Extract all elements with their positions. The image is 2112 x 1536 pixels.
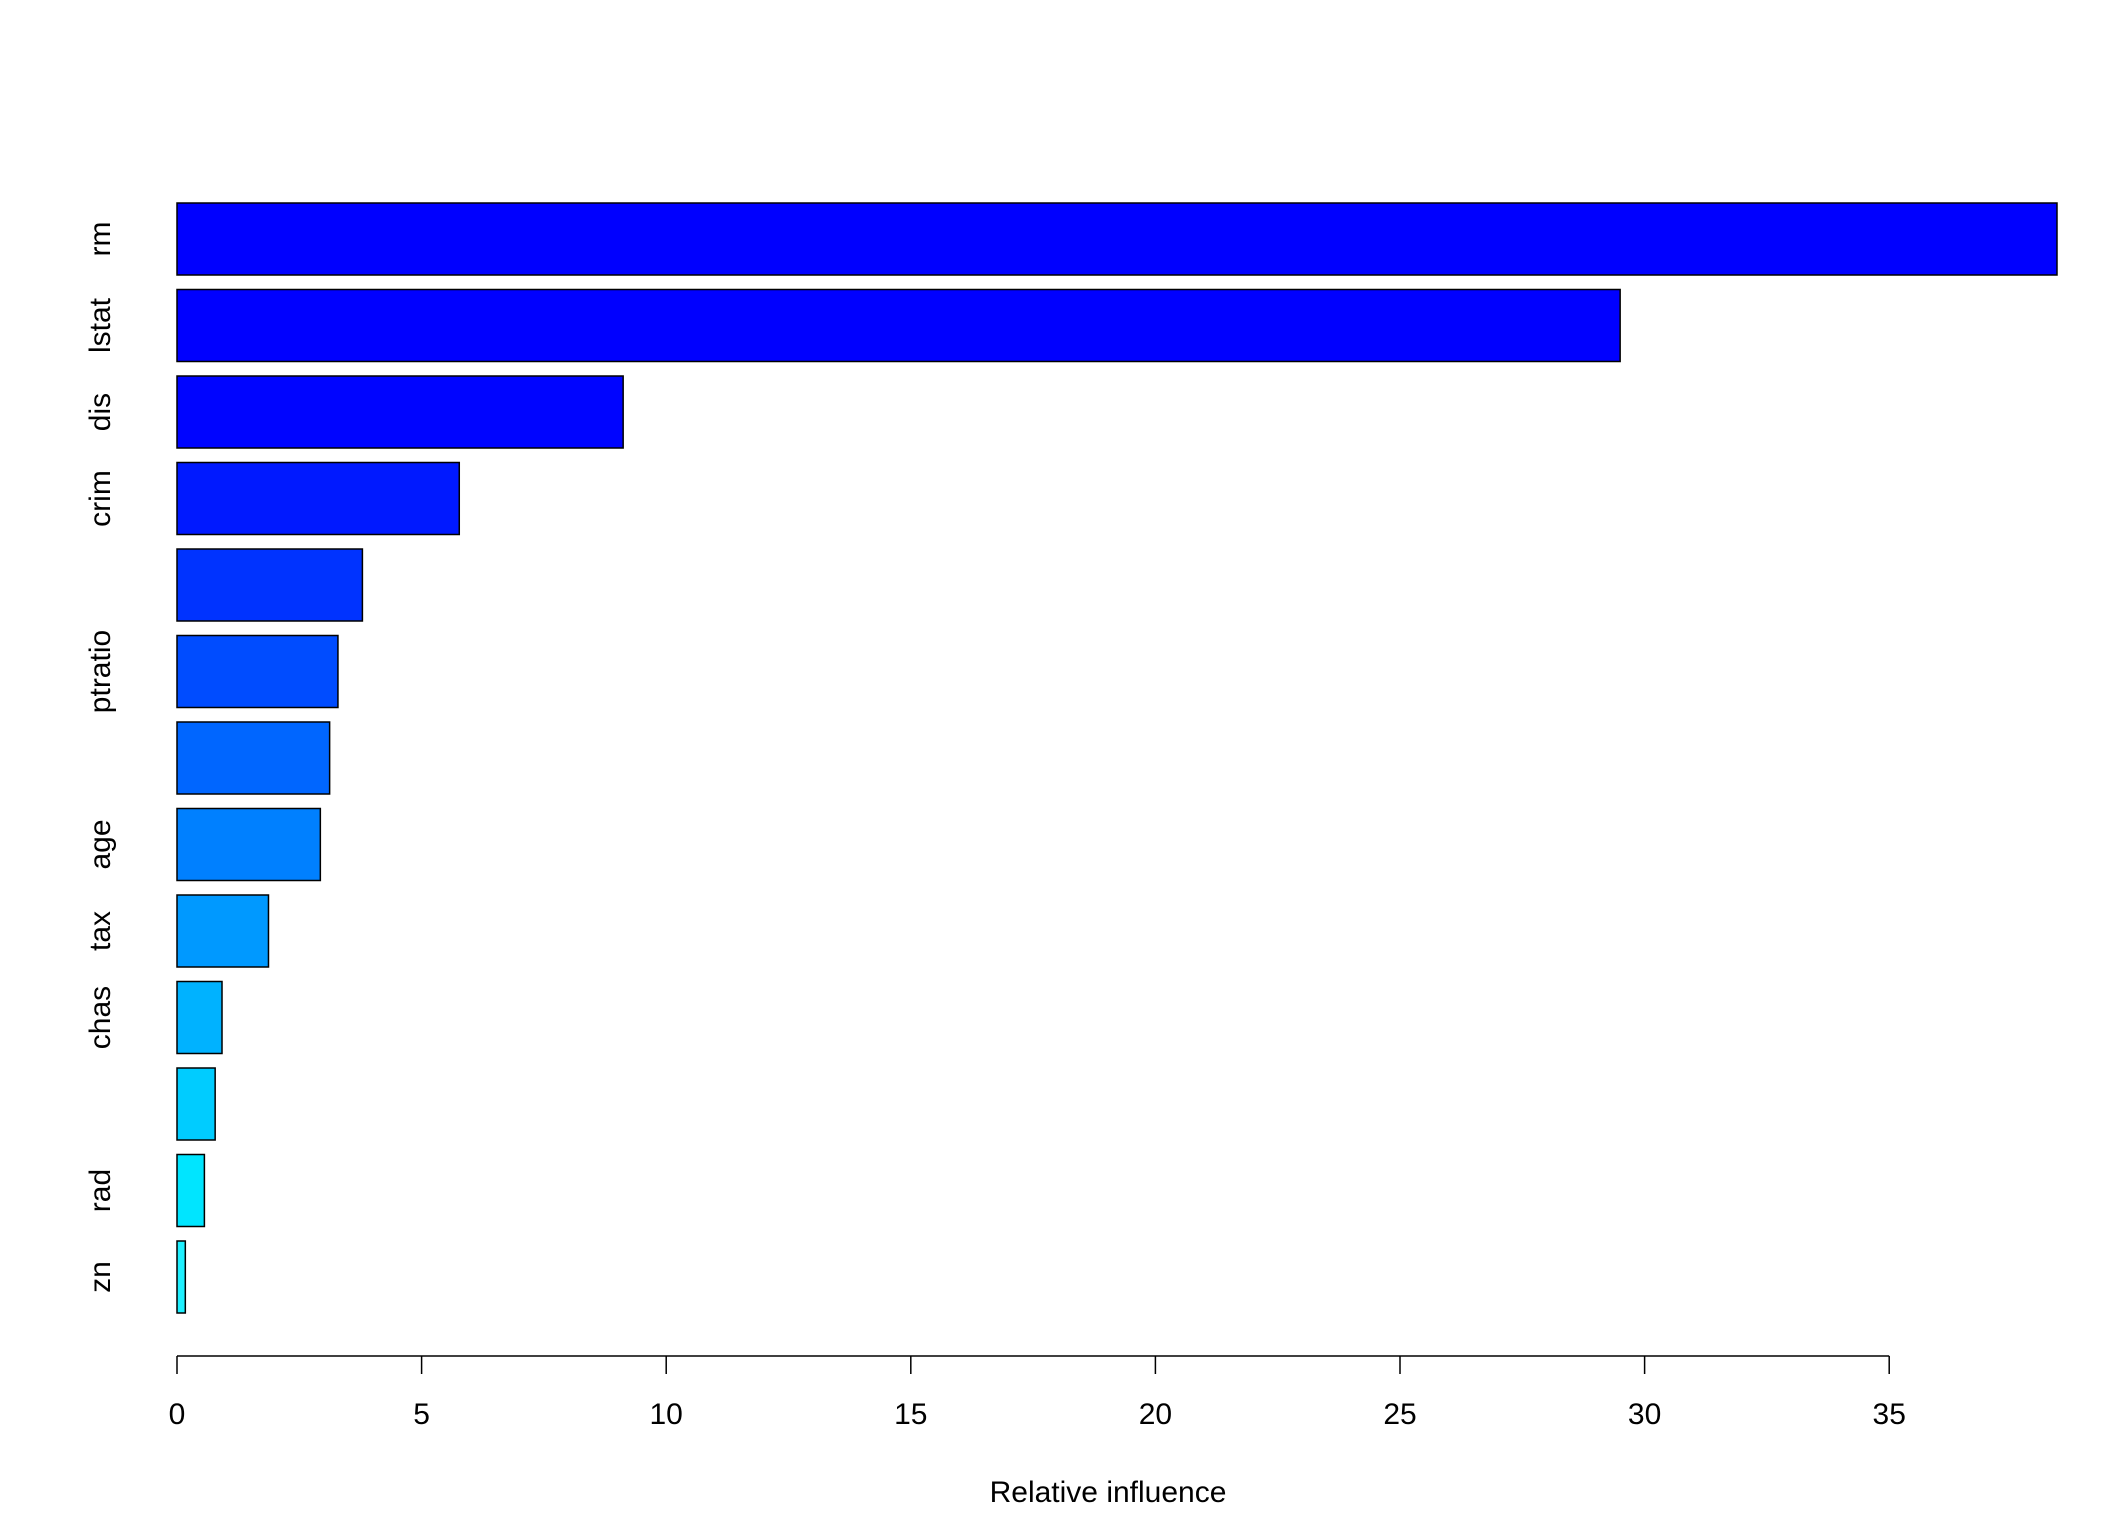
x-tick-label: 20 xyxy=(1139,1398,1172,1431)
bar xyxy=(176,807,322,882)
bar xyxy=(176,1153,206,1228)
bar xyxy=(176,548,364,622)
bar xyxy=(176,1067,216,1141)
y-tick-label: chas xyxy=(84,986,117,1049)
x-tick-label: 10 xyxy=(650,1398,683,1431)
y-tick-label: zn xyxy=(84,1261,117,1293)
y-tick-label: age xyxy=(84,819,117,869)
bar xyxy=(176,461,461,536)
bar xyxy=(176,288,1621,363)
x-tick-label: 25 xyxy=(1383,1398,1416,1431)
x-tick-label: 15 xyxy=(894,1398,927,1431)
bar xyxy=(176,721,331,795)
y-tick-label: dis xyxy=(84,393,117,431)
x-tick-label: 35 xyxy=(1873,1398,1906,1431)
bar xyxy=(176,634,339,709)
x-tick-label: 0 xyxy=(169,1398,186,1431)
bar xyxy=(176,894,270,968)
x-axis-label: Relative influence xyxy=(990,1476,1227,1509)
y-tick-label: tax xyxy=(84,911,117,951)
y-tick-label: lstat xyxy=(84,297,117,353)
y-tick-label: rm xyxy=(84,222,117,257)
x-tick-label: 30 xyxy=(1628,1398,1661,1431)
bar xyxy=(176,980,223,1055)
bar xyxy=(176,375,624,449)
y-tick-label: crim xyxy=(84,470,117,527)
bar xyxy=(176,1240,187,1314)
y-tick-label: rad xyxy=(84,1169,117,1212)
y-tick-label: ptratio xyxy=(84,630,117,713)
bar xyxy=(176,202,2058,276)
x-tick-label: 5 xyxy=(413,1398,430,1431)
